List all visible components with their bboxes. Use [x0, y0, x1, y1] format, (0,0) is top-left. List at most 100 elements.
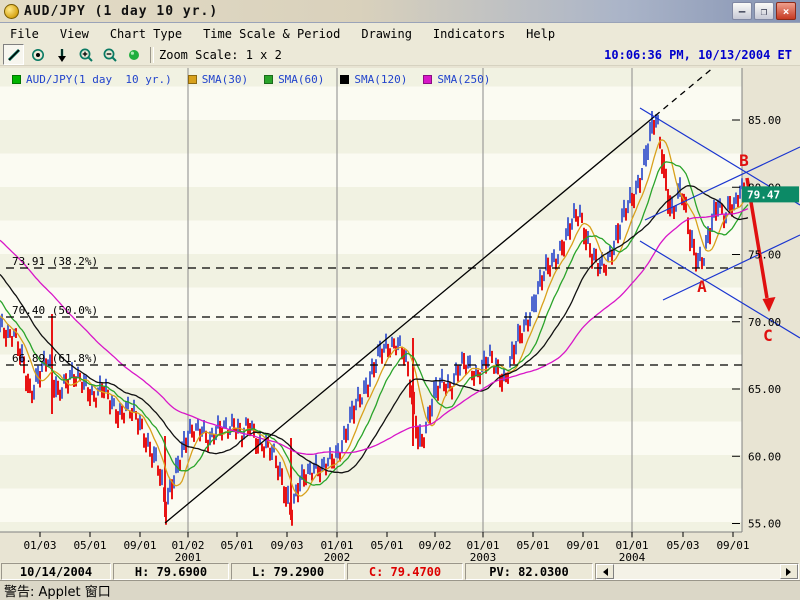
line-tool-button[interactable]	[3, 44, 24, 65]
menu-bar: File View Chart Type Time Scale & Period Dra…	[0, 23, 800, 44]
current-price-flag	[742, 186, 799, 203]
chart-legend: AUD/JPY(1 day 10 yr.) SMA(30) SMA(60) SMA(1…	[12, 73, 506, 86]
x-axis-year-2002: 2002	[324, 551, 351, 562]
x-axis-label-01/02: 01/02	[171, 539, 204, 552]
legend-label: SMA(120)	[354, 73, 408, 86]
legend-swatch	[12, 75, 21, 84]
x-axis-label-01/01: 01/01	[466, 539, 499, 552]
menu-item-help[interactable]: Help	[526, 26, 556, 41]
menu-item-file[interactable]: File	[10, 26, 39, 41]
restore-icon: ❐	[760, 4, 768, 18]
wave-label-C: C	[763, 326, 773, 345]
legend-swatch	[187, 75, 197, 84]
x-axis-label-09/02: 09/02	[418, 539, 451, 552]
x-axis-year-2001: 2001	[175, 551, 202, 562]
legend-label: SMA(30)	[201, 73, 249, 86]
y-axis-label-70.00: 70.00	[748, 316, 781, 329]
status-high: H: 79.6900	[113, 563, 229, 580]
minimize-button[interactable]: –	[732, 2, 752, 20]
wave-label-A: A	[697, 277, 707, 296]
legend-label: AUD/JPY(1 day 10 yr.)	[26, 73, 172, 86]
ascending-line-through-b	[644, 146, 800, 221]
ascending-line-through-a	[662, 234, 800, 301]
title-bar[interactable]: AUD/JPY (1 day 10 yr.) – ❐ ×	[0, 0, 800, 23]
menu-item-indicators[interactable]: Indicators	[432, 26, 506, 41]
zoom-in-button[interactable]	[75, 44, 96, 65]
down-arrow-button[interactable]	[51, 44, 72, 65]
legend-item-2: SMA(60)	[264, 73, 324, 86]
applet-warning-text: 警告: Applet 窗口	[4, 585, 111, 600]
candles-down-series	[3, 120, 747, 526]
legend-swatch	[264, 75, 274, 84]
status-bar: 10/14/2004 H: 79.6900 L: 79.2900 C: 79.4700…	[0, 562, 800, 580]
y-axis-label-85.00: 85.00	[748, 114, 781, 127]
close-icon: ×	[782, 4, 790, 18]
arrowhead	[762, 297, 776, 312]
price-chart[interactable]: 73.91 (38.2%) 70.40 (50.0%) 66.89 (61.8%) A…	[0, 66, 800, 564]
scroll-left-button[interactable]	[596, 564, 614, 579]
x-axis-label-09/01: 09/01	[123, 539, 156, 552]
window-title: AUD/JPY (1 day 10 yr.)	[24, 3, 219, 19]
point-tool-button[interactable]	[27, 44, 48, 65]
diagonal-line-icon	[6, 47, 22, 63]
close-button[interactable]: ×	[776, 2, 796, 20]
x-axis-label-05/01: 05/01	[516, 539, 549, 552]
chart-area[interactable]: 73.91 (38.2%) 70.40 (50.0%) 66.89 (61.8%) A…	[0, 66, 800, 564]
x-axis-label-01/01: 01/01	[615, 539, 648, 552]
legend-item-1: SMA(30)	[187, 73, 249, 86]
legend-label: SMA(250)	[437, 73, 491, 86]
uptrend-extension-dashed	[654, 66, 715, 117]
y-axis-label-75.00: 75.00	[748, 249, 781, 262]
toolbar: Zoom Scale: 1 x 2 10:06:36 PM, 10/13/200…	[0, 44, 800, 66]
x-axis-label-05/03: 05/03	[666, 539, 699, 552]
minimize-icon: –	[738, 4, 746, 18]
right-arrow-icon	[786, 567, 795, 576]
sma-line-SMA250	[0, 208, 749, 455]
menu-item-chart-type[interactable]: Chart Type	[109, 26, 183, 41]
marker-button[interactable]	[123, 44, 144, 65]
fib-level-label-1: 70.40 (50.0%)	[12, 304, 98, 317]
fib-level-label-0: 73.91 (38.2%)	[12, 255, 98, 268]
zoom-in-icon	[78, 47, 94, 63]
y-axis-label-65.00: 65.00	[748, 383, 781, 396]
y-axis-label-60.00: 60.00	[748, 450, 781, 463]
wave-label-B: B	[739, 151, 749, 170]
legend-swatch	[423, 75, 433, 84]
descending-channel-lower	[639, 240, 800, 339]
menu-item-time-scale-period[interactable]: Time Scale & Period	[203, 26, 341, 41]
menu-item-drawing[interactable]: Drawing	[361, 26, 412, 41]
server-timestamp: 10:06:36 PM, 10/13/2004 ET	[604, 47, 792, 62]
circle-dot-icon	[30, 47, 46, 63]
sma-line-SMA60	[0, 161, 749, 486]
menu-item-view[interactable]: View	[59, 26, 89, 41]
legend-item-3: SMA(120)	[340, 73, 407, 86]
x-axis-label-01/01: 01/01	[320, 539, 353, 552]
legend-item-0: AUD/JPY(1 day 10 yr.)	[12, 73, 172, 86]
primary-uptrend-line	[164, 115, 656, 524]
legend-swatch	[340, 75, 350, 84]
y-axis-label-55.00: 55.00	[748, 518, 781, 531]
x-axis-label-09/03: 09/03	[270, 539, 303, 552]
x-axis-year-2004: 2004	[619, 551, 646, 562]
x-axis-label-05/01: 05/01	[73, 539, 106, 552]
current-price-value: 79.47	[747, 188, 780, 201]
x-axis-label-09/01: 09/01	[716, 539, 749, 552]
zoom-out-button[interactable]	[99, 44, 120, 65]
scrollbar-track[interactable]	[614, 564, 780, 579]
chart-scrollbar[interactable]	[595, 563, 799, 580]
scroll-right-button[interactable]	[780, 564, 798, 579]
x-axis-label-01/03: 01/03	[23, 539, 56, 552]
applet-warning-bar: 警告: Applet 窗口	[0, 580, 800, 600]
green-ball-icon	[126, 47, 142, 63]
zoom-out-icon	[102, 47, 118, 63]
x-axis-label-05/01: 05/01	[220, 539, 253, 552]
window-controls: – ❐ ×	[732, 2, 800, 20]
plot-background	[0, 68, 742, 532]
app-icon	[4, 3, 19, 19]
status-pivot: PV: 82.0300	[465, 563, 593, 580]
restore-button[interactable]: ❐	[754, 2, 774, 20]
fib-level-label-2: 66.89 (61.8%)	[12, 352, 98, 365]
toolbar-separator	[150, 46, 154, 63]
status-close: C: 79.4700	[347, 563, 463, 580]
legend-label: SMA(60)	[278, 73, 325, 86]
